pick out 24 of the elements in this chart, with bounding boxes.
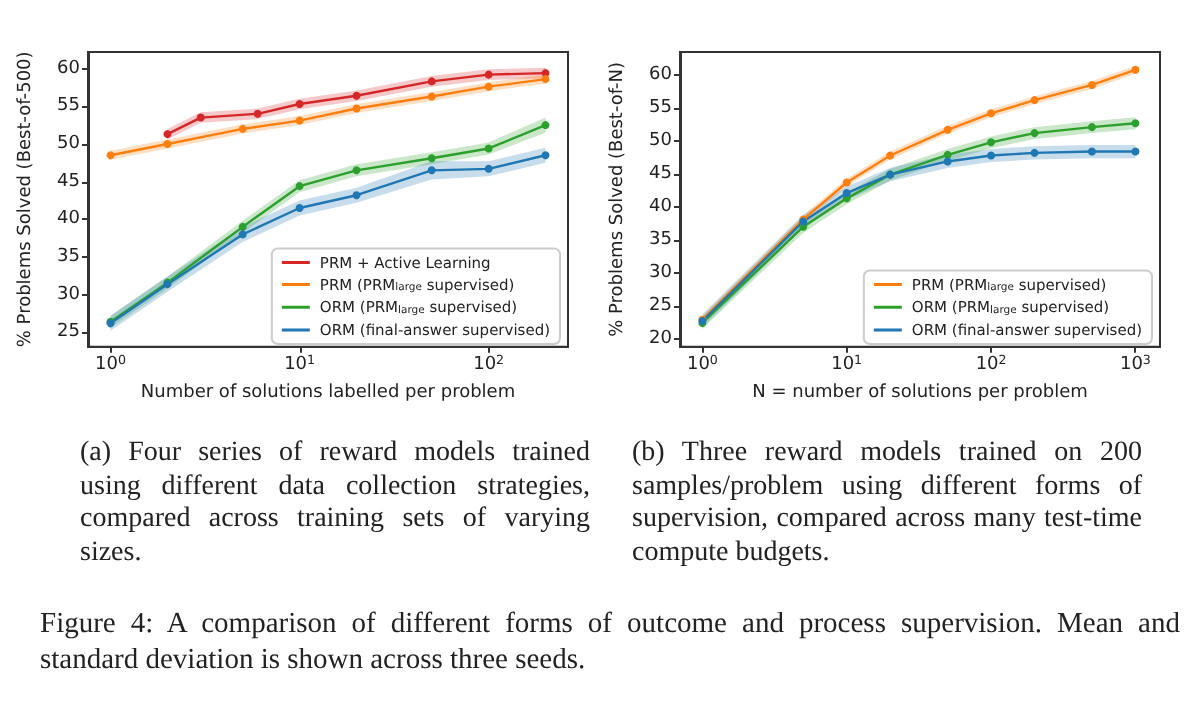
y-tick-label: 30 [57,284,81,305]
y-tick-label: 40 [57,209,81,230]
y-tick-label: 45 [649,163,672,184]
text: (b) Three reward models trained on 200 samples/problem using different forms of supervision, compared across many test-time compute budgets. [632,438,1142,570]
y-axis-title: % Problems Solved (Best-of-N) [608,61,629,337]
y-tick-label: 35 [57,247,80,268]
y-tick-label: 45 [57,171,80,192]
y-tick-label: 60 [649,65,673,86]
y-axis-title: % Problems Solved (Best-of-500) [16,51,37,348]
y-tick-label: 30 [649,262,673,283]
y-tick-label: 60 [57,58,81,79]
y-tick-label: 55 [649,98,672,119]
y-tick-label: 40 [649,196,673,217]
x-axis-title: N = number of solutions per problem [752,383,1088,403]
caption: Figure 4: A comparison of different forms of outcome and process supervision. Mean and standard deviation is shown across three seeds. [40,606,1180,678]
y-tick-label: 25 [57,322,80,343]
text: (a) Four series of reward models trained using different data collection strategies, compared across training sets of varying sizes. [80,438,590,570]
y-tick-label: 20 [649,328,673,349]
y-tick-label: 50 [649,131,673,151]
y-tick-label: 35 [649,229,672,250]
x-axis-title: Number of solutions labelled per problem [140,383,516,403]
y-tick-label: 55 [57,96,80,117]
y-tick-label: 25 [649,295,672,316]
y-tick-label: 50 [57,133,81,154]
